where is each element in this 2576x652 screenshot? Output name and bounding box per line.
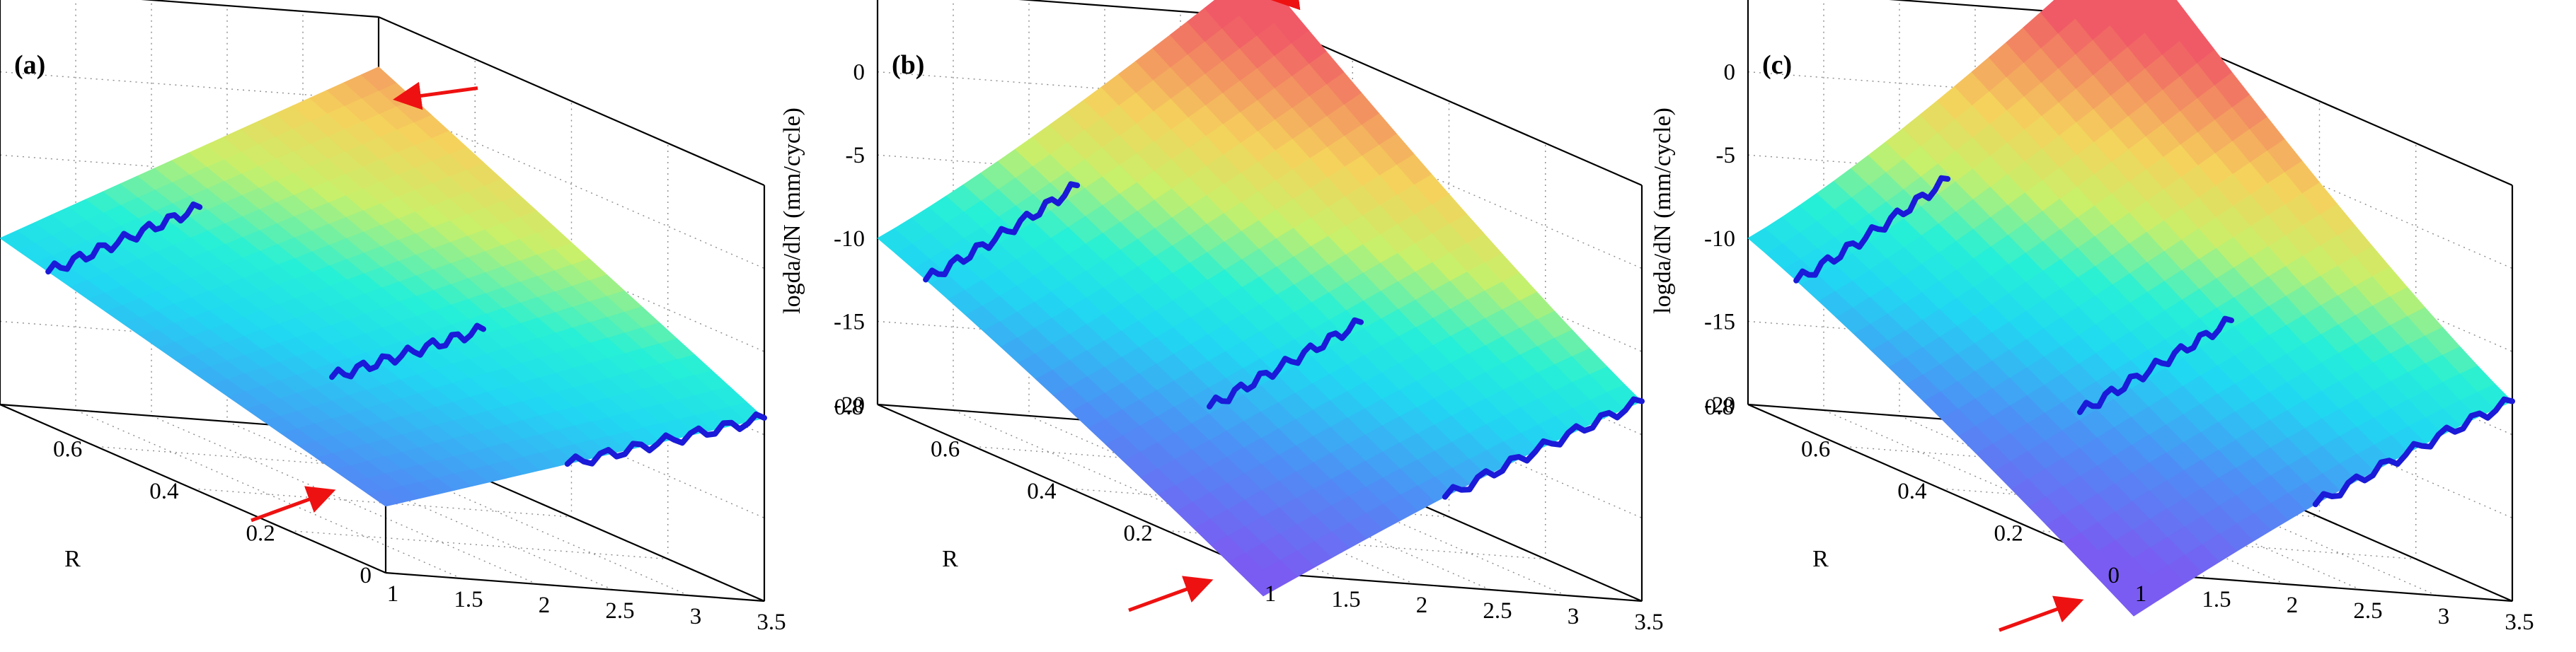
axis-edge: [2133, 571, 2513, 602]
response-surface: [1747, 0, 2513, 617]
experimental-series: [1793, 175, 1951, 284]
tick-labels: -20 -15 -10 -5 0 5 0 0.2 0.4 0.6 0.8 1 1.5 2 2.5 3 3.5: [1704, 0, 2534, 635]
experimental-series: [564, 411, 767, 467]
x-tick-label: 1.5: [454, 587, 483, 612]
y-tick-label: 0: [2108, 563, 2120, 588]
surface-patch: [2147, 0, 2180, 19]
panel-label: (b): [892, 50, 924, 80]
y-axis-label: R: [64, 546, 81, 572]
z-tick-label: -5: [846, 143, 866, 168]
axis-edge: [141, 0, 379, 18]
y-tick-label: 0.2: [1124, 521, 1153, 547]
experimental-series: [45, 201, 203, 275]
x-tick-label: 3.5: [757, 610, 786, 635]
x-tick-label: 2: [2287, 593, 2299, 618]
y-tick-label: 0: [360, 563, 372, 588]
axis-edge: [0, 403, 386, 574]
surface-patch: [1254, 0, 1260, 2]
x-tick-label: 3: [1568, 604, 1580, 629]
experimental-series: [2077, 315, 2235, 415]
z-axis-label: logda/dN (mm/cycle): [779, 107, 805, 314]
x-tick-label: 2.5: [2353, 598, 2382, 624]
z-tick-label: -10: [1704, 226, 1735, 252]
tick-labels: -20 -15 -10 -5 0 5 0.2 0.4 0.6 0.8 1 1.5 2 2.5 3 3.5: [834, 0, 1664, 635]
surface-patch: [2127, 0, 2163, 33]
response-surface: [877, 0, 1643, 597]
response-surface: [0, 66, 765, 507]
z-tick-label: -10: [834, 226, 865, 252]
x-tick-label: 1.5: [2202, 587, 2231, 612]
tick-labels: -20-15-10-50500.20.40.60.811.522.533.5: [53, 437, 786, 636]
surface-patch: [2059, 0, 2093, 19]
x-tick-label: 1.5: [1331, 587, 1360, 612]
y-tick-label: 0.4: [1897, 479, 1926, 504]
experimental-data: [923, 181, 1645, 500]
y-tick-label: 0.4: [1027, 479, 1056, 504]
z-tick-label: 5: [1724, 0, 1736, 2]
y-axis-label: R: [1812, 546, 1829, 572]
axis-edge: [877, 403, 1264, 574]
y-tick-label: 0.6: [931, 437, 960, 462]
z-tick-label: 0: [1724, 60, 1736, 86]
experimental-series: [1442, 396, 1645, 500]
z-tick-label: -20: [1704, 392, 1735, 418]
axis-edge: [385, 571, 765, 602]
x-tick-label: 2.5: [605, 598, 634, 624]
panel-label: (a): [14, 50, 45, 80]
experimental-data: [1793, 175, 2515, 508]
z-tick-label: -5: [1716, 143, 1736, 168]
z-tick-label: 0: [853, 60, 866, 86]
z-tick-label: -15: [834, 309, 865, 334]
y-tick-label: 0.8: [1705, 395, 1734, 420]
axis-edge: [1018, 0, 1257, 18]
z-tick-label: 5: [853, 0, 866, 2]
annotation-arrows: [1999, 595, 2084, 632]
experimental-series: [2312, 396, 2515, 508]
experimental-series: [923, 181, 1081, 283]
y-tick-label: 0.4: [149, 479, 178, 504]
surface-patch: [2092, 0, 2128, 25]
surface-patch: [2089, 0, 2097, 4]
panel-b: -20 -15 -10 -5 0 5 0.2 0.4 0.6 0.8 1 1.5 2 2.5 3 3.5 log…: [779, 0, 1664, 652]
arrow-lower: [1999, 595, 2084, 632]
experimental-data: [45, 201, 767, 467]
x-tick-label: 2: [539, 593, 551, 618]
panel-a: -20-15-10-50500.20.40.60.811.522.533.5lo…: [0, 0, 786, 652]
y-tick-label: 0.2: [246, 521, 275, 547]
annotation-arrows: [251, 81, 478, 523]
experimental-series: [1207, 317, 1364, 409]
x-tick-label: 3.5: [2505, 610, 2534, 635]
x-tick-label: 2: [1416, 593, 1428, 618]
arrow-upper: [393, 81, 478, 110]
x-tick-label: 3.5: [1634, 610, 1663, 635]
x-tick-label: 1: [1265, 581, 1277, 607]
arrow-lower: [251, 486, 336, 523]
x-tick-label: 3: [2438, 604, 2450, 629]
x-tick-label: 1: [2135, 581, 2147, 607]
surface-patch: [360, 66, 397, 91]
y-tick-label: 0.6: [53, 437, 82, 462]
panel-label: (c): [1762, 50, 1792, 80]
surface-patch: [2040, 0, 2076, 34]
arrow-lower: [1128, 576, 1214, 612]
panel-c: -20 -15 -10 -5 0 5 0 0.2 0.4 0.6 0.8 1 1.5 2 2.5 3 3.5 lo…: [1650, 0, 2534, 652]
surface-patch: [1204, 0, 1240, 29]
z-tick-label: -20: [834, 392, 865, 418]
x-tick-label: 2.5: [1483, 598, 1512, 624]
surface-patch: [2118, 0, 2140, 11]
annotation-arrows: [1128, 0, 1301, 612]
y-tick-label: 0.2: [1994, 521, 2023, 547]
z-tick-label: -15: [1704, 309, 1735, 334]
y-tick-label: 0.8: [834, 395, 863, 420]
y-axis-label: R: [942, 546, 958, 572]
z-axis-label: logda/dN (mm/cycle): [1650, 107, 1676, 314]
axis-edge: [378, 16, 765, 187]
y-tick-label: 0.6: [1801, 437, 1830, 462]
x-tick-label: 3: [690, 604, 702, 629]
experimental-series: [329, 322, 487, 380]
surface-patch: [1226, 0, 1258, 16]
x-tick-label: 1: [387, 581, 399, 607]
axis-edge: [1263, 571, 1643, 602]
